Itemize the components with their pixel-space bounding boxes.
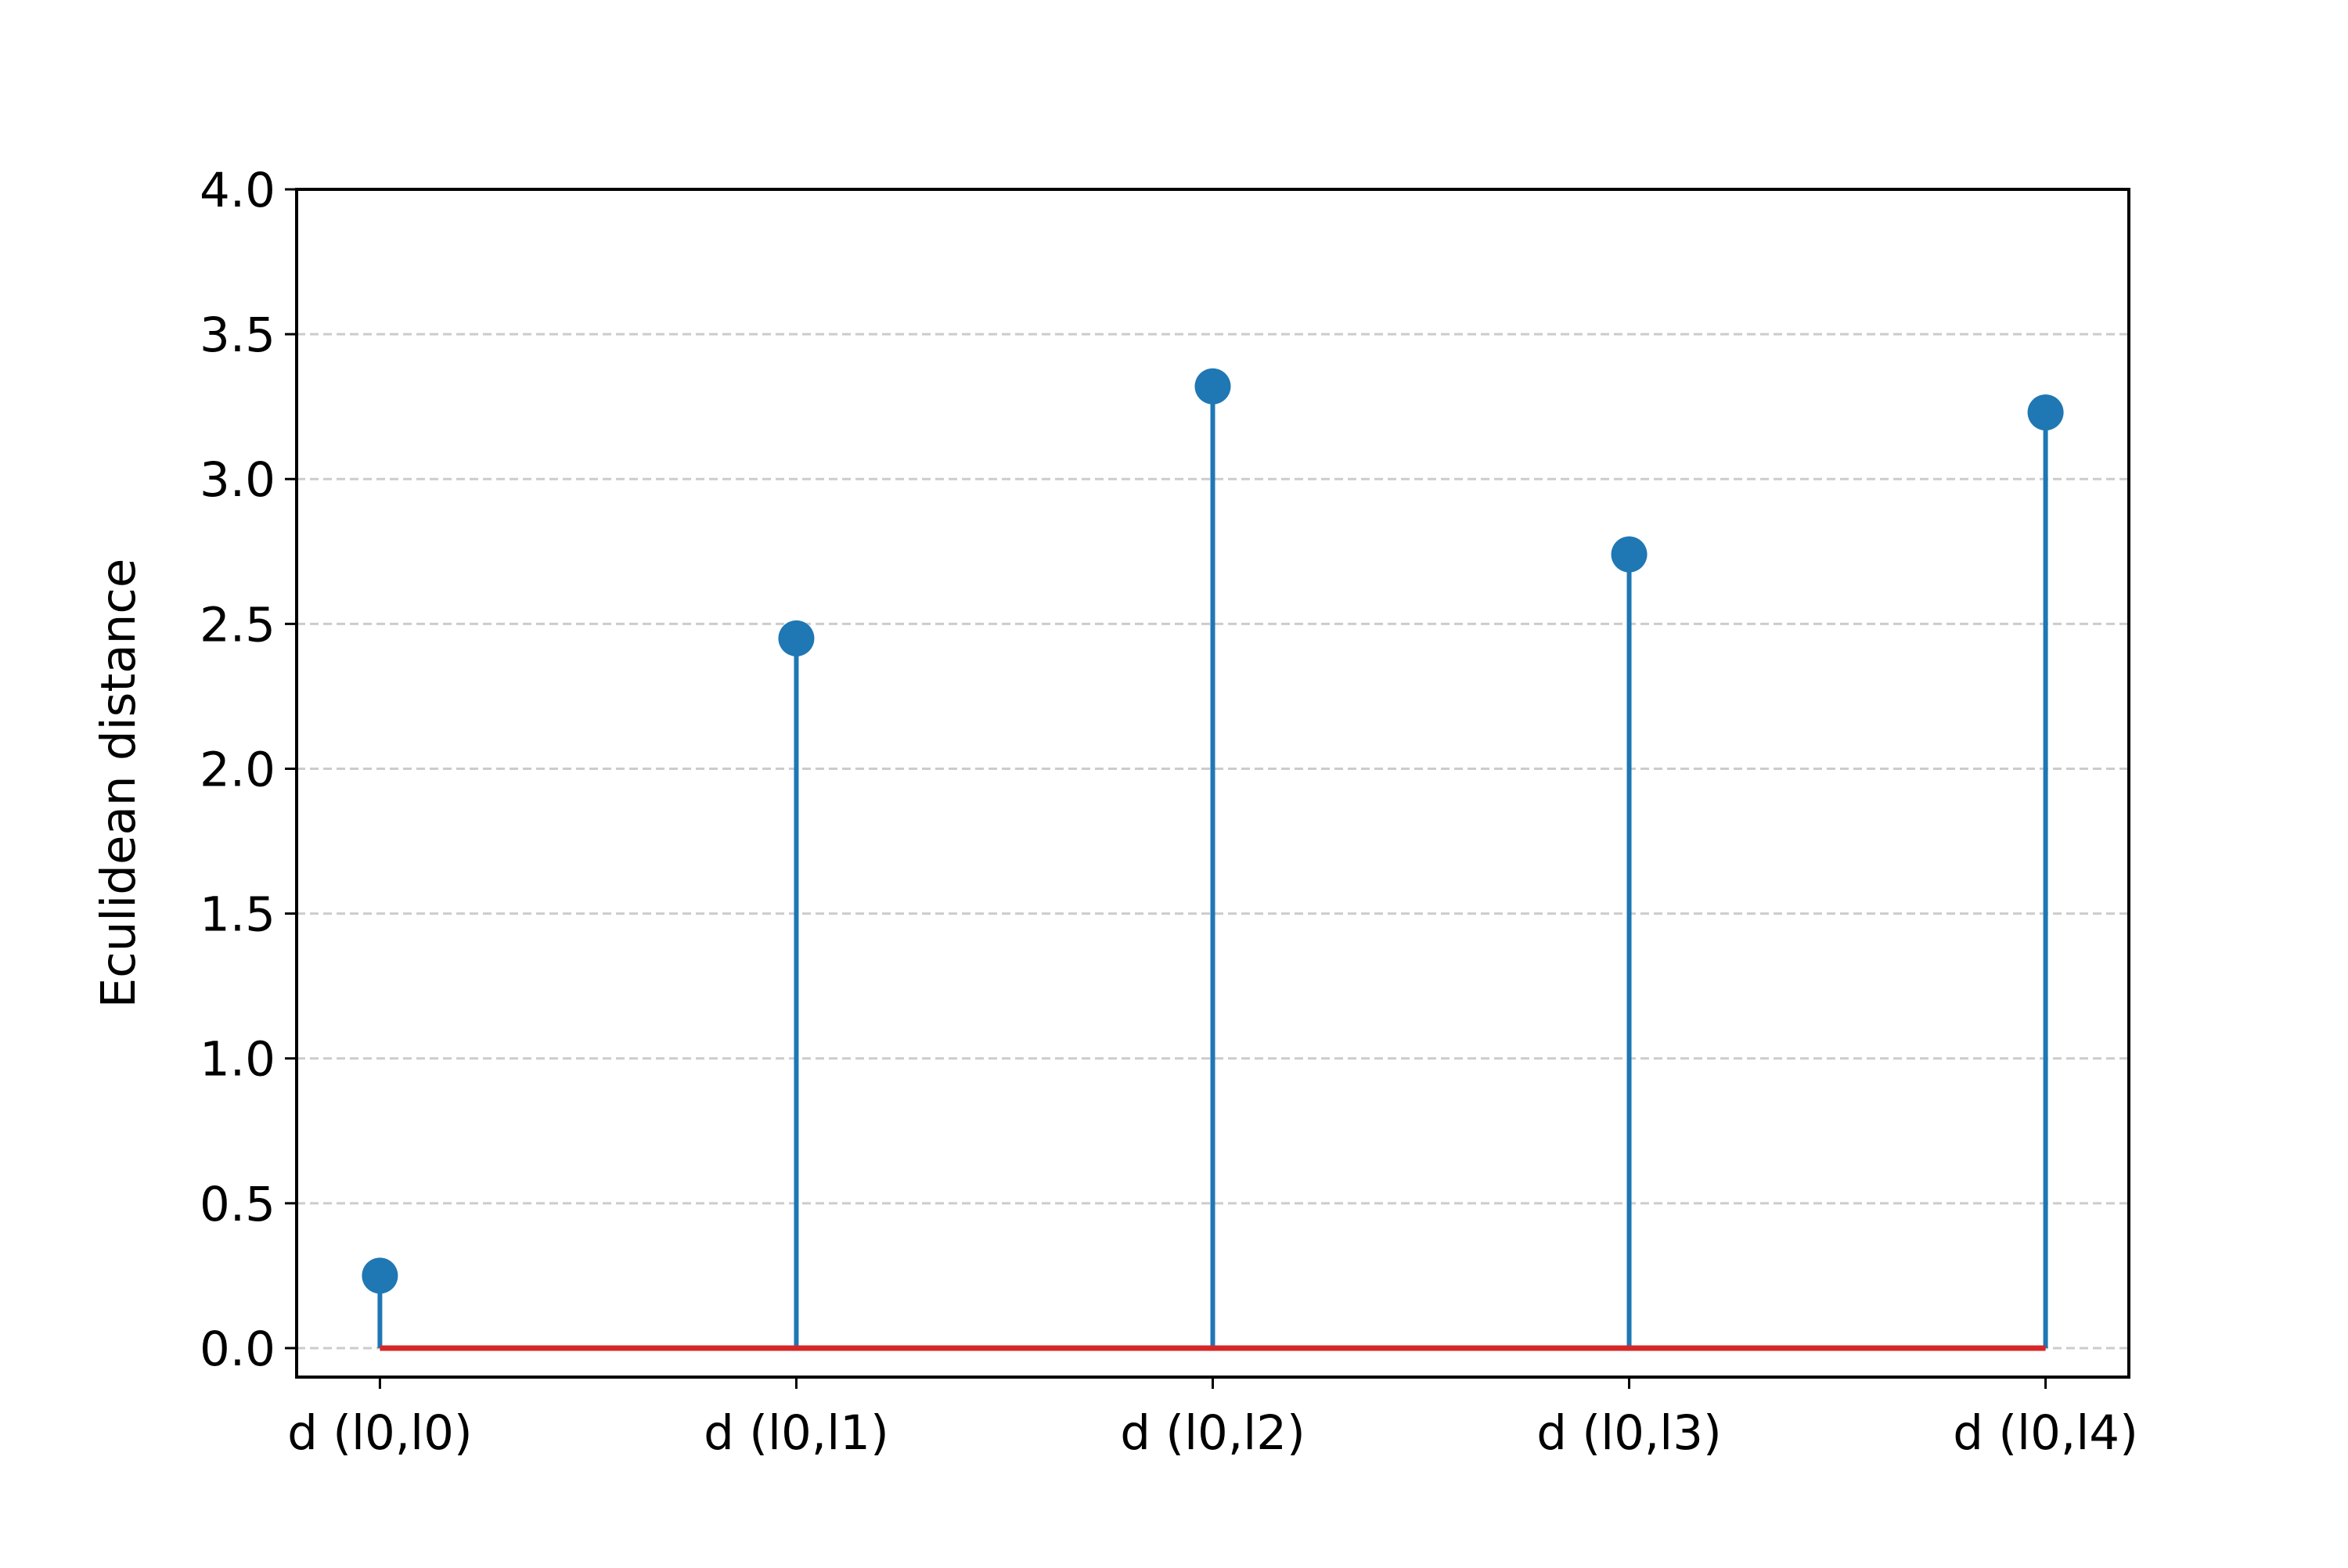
x-tick-label: d (l0,l2): [1120, 1405, 1305, 1461]
x-tick-label: d (l0,l3): [1536, 1405, 1722, 1461]
stem-marker: [778, 620, 815, 656]
y-tick-label: 2.0: [200, 742, 275, 797]
stem-marker: [2027, 394, 2064, 431]
y-tick-label: 3.5: [200, 307, 275, 363]
x-tick-label: d (l0,l4): [1953, 1405, 2138, 1461]
y-tick-label: 2.5: [200, 597, 275, 653]
y-axis: 0.0 0.5 1.0 1.5 2.0 2.5 3.0 3.5 4.0: [200, 163, 297, 1377]
x-tick-label: d (l0,l1): [704, 1405, 889, 1461]
x-tick-label: d (l0,l0): [287, 1405, 473, 1461]
stems: [377, 386, 2048, 1348]
stem-marker: [1194, 368, 1231, 405]
y-tick-label: 3.0: [200, 452, 275, 508]
stem-marker: [362, 1257, 398, 1294]
y-tick-label: 0.0: [200, 1322, 275, 1377]
y-axis-label: Eculidean distance: [91, 559, 146, 1009]
y-tick-label: 4.0: [200, 163, 275, 218]
y-tick-label: 0.5: [200, 1177, 275, 1232]
y-tick-label: 1.0: [200, 1032, 275, 1088]
y-tick-label: 1.5: [200, 887, 275, 943]
markers: [362, 368, 2064, 1294]
stem-marker: [1611, 536, 1648, 573]
x-axis: d (l0,l0) d (l0,l1) d (l0,l2) d (l0,l3) d (l…: [287, 1377, 2138, 1461]
